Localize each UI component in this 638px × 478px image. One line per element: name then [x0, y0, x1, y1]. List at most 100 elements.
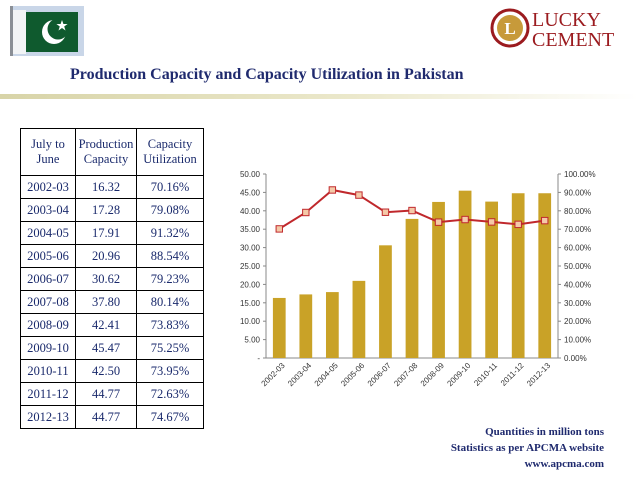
- cell-production-capacity: 42.50: [75, 359, 137, 383]
- x-tick-label: 2008-09: [419, 361, 447, 389]
- bar: [405, 218, 419, 358]
- right-tick-label: 40.00%: [564, 280, 591, 289]
- cell-period: 2006-07: [20, 267, 76, 291]
- cell-production-capacity: 20.96: [75, 244, 137, 268]
- x-tick-label: 2003-04: [286, 361, 314, 389]
- right-tick-label: 50.00%: [564, 262, 591, 271]
- utilization-marker: [328, 186, 337, 194]
- cell-capacity-utilization: 75.25%: [136, 336, 204, 360]
- cell-period: 2003-04: [20, 198, 76, 222]
- cell-production-capacity: 42.41: [75, 313, 137, 337]
- table-row: 2008-09 42.41 73.83%: [20, 313, 204, 337]
- note-source: Statistics as per APCMA website: [450, 442, 604, 454]
- left-tick-label: 25.00: [240, 262, 261, 271]
- cell-capacity-utilization: 73.83%: [136, 313, 204, 337]
- bar: [272, 297, 286, 358]
- source-notes: Quantities in million tons Statistics as…: [451, 424, 604, 472]
- bar: [352, 280, 366, 358]
- cell-period: 2009-10: [20, 336, 76, 360]
- cell-capacity-utilization: 80.14%: [136, 290, 204, 314]
- utilization-marker: [275, 225, 283, 233]
- cell-period: 2005-06: [20, 244, 76, 268]
- utilization-marker: [381, 208, 390, 216]
- left-tick-label: 35.00: [240, 225, 261, 234]
- utilization-marker: [408, 206, 416, 215]
- cell-capacity-utilization: 74.67%: [136, 405, 204, 429]
- cell-production-capacity: 45.47: [75, 336, 137, 360]
- cell-period: 2008-09: [20, 313, 76, 337]
- table-row: 2006-07 30.62 79.23%: [20, 267, 204, 291]
- lucky-cement-logo: L LUCKY CEMENT: [490, 8, 614, 51]
- bar: [458, 190, 472, 358]
- capacity-table: July to June Production Capacity Capacit…: [20, 128, 204, 429]
- bar: [485, 201, 499, 358]
- table-row: 2012-13 44.77 74.67%: [20, 405, 204, 429]
- table-row: 2007-08 37.80 80.14%: [20, 290, 204, 314]
- cell-production-capacity: 44.77: [75, 405, 137, 429]
- x-tick-label: 2002-03: [260, 361, 288, 389]
- x-tick-label: 2009-10: [445, 361, 473, 389]
- left-tick-label: 45.00: [240, 188, 261, 197]
- right-tick-label: 100.00%: [564, 170, 596, 179]
- cell-capacity-utilization: 73.95%: [136, 359, 204, 383]
- cell-capacity-utilization: 79.08%: [136, 198, 204, 222]
- table-row: 2003-04 17.28 79.08%: [20, 198, 204, 222]
- table-row: 2011-12 44.77 72.63%: [20, 382, 204, 406]
- left-tick-label: 30.00: [240, 244, 261, 253]
- table-row: 2004-05 17.91 91.32%: [20, 221, 204, 245]
- header-production-capacity: Production Capacity: [75, 128, 137, 176]
- cell-period: 2011-12: [20, 382, 76, 406]
- x-tick-label: 2005-06: [339, 361, 367, 389]
- header-period: July to June: [20, 128, 76, 176]
- table-row: 2005-06 20.96 88.54%: [20, 244, 204, 268]
- left-tick-label: 15.00: [240, 299, 261, 308]
- right-tick-label: 90.00%: [564, 188, 591, 197]
- cell-period: 2004-05: [20, 221, 76, 245]
- utilization-marker: [487, 218, 496, 226]
- cell-capacity-utilization: 88.54%: [136, 244, 204, 268]
- left-tick-label: 20.00: [240, 280, 261, 289]
- header-capacity-utilization: Capacity Utilization: [136, 128, 204, 176]
- bar: [432, 201, 445, 358]
- x-tick-label: 2007-08: [392, 361, 420, 389]
- table-row: 2009-10 45.47 75.25%: [20, 336, 204, 360]
- right-tick-label: 10.00%: [564, 336, 591, 345]
- right-tick-label: 0.00%: [564, 354, 587, 363]
- cell-period: 2010-11: [20, 359, 76, 383]
- cell-period: 2012-13: [20, 405, 76, 429]
- utilization-marker: [461, 215, 469, 224]
- cell-production-capacity: 17.28: [75, 198, 137, 222]
- cell-period: 2002-03: [20, 175, 76, 199]
- utilization-marker: [514, 220, 522, 229]
- left-tick-label: 50.00: [240, 170, 261, 179]
- right-tick-label: 30.00%: [564, 299, 591, 308]
- title-underline: [0, 94, 638, 99]
- bar: [299, 294, 313, 358]
- bar: [538, 193, 552, 358]
- production-chart: - 5.00 10.00 15.00 20.00 25.00 30.00 35.00 40.00…: [240, 170, 596, 389]
- note-website: www.apcma.com: [524, 458, 604, 470]
- left-tick-label: 5.00: [244, 336, 260, 345]
- right-tick-label: 70.00%: [564, 225, 591, 234]
- cell-period: 2007-08: [20, 290, 76, 314]
- bar: [325, 292, 339, 358]
- utilization-marker: [541, 216, 549, 225]
- x-tick-label: 2006-07: [366, 361, 394, 389]
- table-row: 2010-11 42.50 73.95%: [20, 359, 204, 383]
- cell-capacity-utilization: 70.16%: [136, 175, 204, 199]
- left-tick-label: 40.00: [240, 207, 261, 216]
- right-tick-label: 20.00%: [564, 317, 591, 326]
- utilization-marker: [302, 208, 310, 217]
- left-tick-label: -: [257, 354, 260, 363]
- cell-production-capacity: 44.77: [75, 382, 137, 406]
- cell-production-capacity: 37.80: [75, 290, 137, 314]
- right-tick-label: 80.00%: [564, 207, 591, 216]
- utilization-marker: [434, 218, 443, 226]
- note-units: Quantities in million tons: [485, 426, 604, 438]
- left-tick-label: 10.00: [240, 317, 261, 326]
- utilization-marker: [355, 191, 363, 199]
- x-tick-label: 2004-05: [313, 361, 341, 389]
- bar: [511, 193, 525, 358]
- x-tick-label: 2011-12: [499, 361, 526, 388]
- svg-text:CEMENT: CEMENT: [532, 29, 614, 51]
